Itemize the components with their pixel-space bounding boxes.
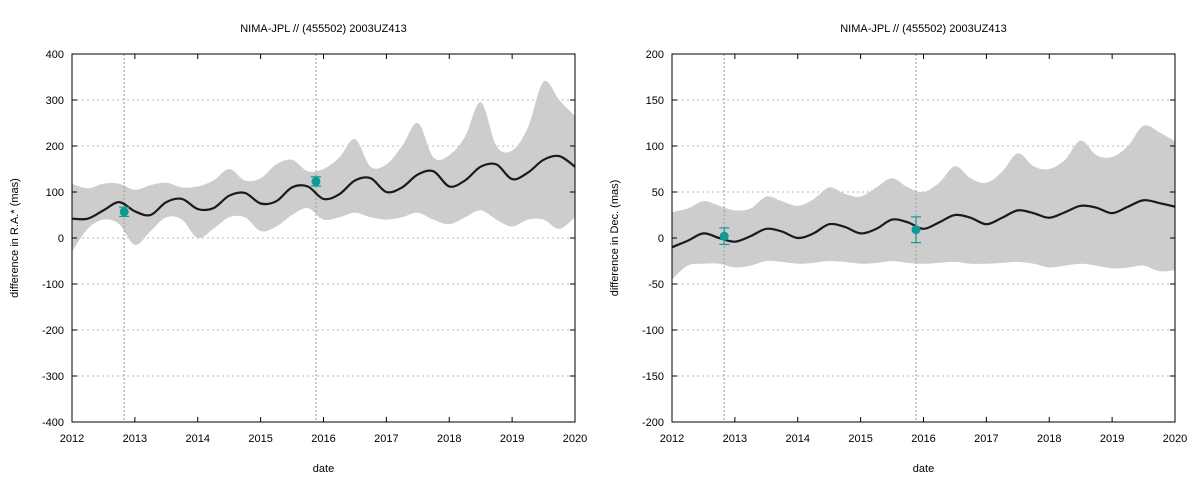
x-tick-label-6: 2018 [1037, 433, 1061, 445]
uncertainty-band [672, 125, 1175, 280]
x-tick-label-5: 2017 [974, 433, 998, 445]
y-tick-label-0: -200 [642, 417, 664, 429]
x-tick-label-4: 2016 [311, 433, 335, 445]
y-tick-label-4: 0 [58, 233, 64, 245]
chart-title: NIMA-JPL // (455502) 2003UZ413 [840, 23, 1007, 35]
x-tick-label-1: 2013 [123, 433, 147, 445]
chart-title: NIMA-JPL // (455502) 2003UZ413 [240, 23, 407, 35]
observation-point-0 [119, 206, 130, 217]
x-tick-label-3: 2015 [848, 433, 872, 445]
y-tick-label-0: -400 [42, 417, 64, 429]
y-tick-label-8: 200 [646, 49, 664, 61]
y-tick-label-4: 0 [658, 233, 664, 245]
y-tick-label-5: 50 [652, 187, 664, 199]
data-point-0 [719, 231, 729, 241]
x-tick-label-8: 2020 [563, 433, 587, 445]
x-tick-label-7: 2019 [500, 433, 524, 445]
x-tick-label-2: 2014 [186, 433, 210, 445]
orbit-curve [72, 154, 575, 221]
y-tick-label-2: -100 [642, 325, 664, 337]
data-point-1 [911, 225, 921, 235]
x-tick-label-3: 2015 [248, 433, 272, 445]
dec-chart: -200 -150 -100 -50 0 50 100 150 200 2012 2013 2014 2… [609, 23, 1187, 475]
y-tick-label-1: -300 [42, 371, 64, 383]
y-tick-label-5: 100 [46, 187, 64, 199]
y-tick-label-7: 300 [46, 95, 64, 107]
observation-point-1 [310, 176, 321, 187]
x-axis-label: date [913, 463, 934, 475]
x-axis-label: date [313, 463, 334, 475]
x-tick-label-0: 2012 [660, 433, 684, 445]
x-tick-label-6: 2018 [437, 433, 461, 445]
data-point-0 [119, 207, 129, 217]
y-tick-label-6: 100 [646, 141, 664, 153]
x-tick-label-1: 2013 [723, 433, 747, 445]
y-tick-label-2: -200 [42, 325, 64, 337]
x-tick-label-5: 2017 [374, 433, 398, 445]
y-tick-label-3: -100 [42, 279, 64, 291]
x-tick-label-7: 2019 [1100, 433, 1124, 445]
ra-chart: -400 -300 -200 -100 0 100 200 300 400 2012 2013 201… [9, 23, 587, 475]
data-point-1 [311, 176, 321, 186]
x-tick-label-4: 2016 [911, 433, 935, 445]
x-tick-label-0: 2012 [60, 433, 84, 445]
y-tick-label-8: 400 [46, 49, 64, 61]
y-tick-label-1: -150 [642, 371, 664, 383]
y-tick-label-3: -50 [648, 279, 664, 291]
x-tick-label-8: 2020 [1163, 433, 1187, 445]
y-tick-label-7: 150 [646, 95, 664, 107]
y-tick-label-6: 200 [46, 141, 64, 153]
x-tick-label-2: 2014 [786, 433, 810, 445]
observation-point-1 [910, 216, 921, 244]
y-axis-label: difference in Dec. (mas) [609, 180, 621, 297]
observation-point-0 [719, 227, 730, 246]
orbit-curve [672, 199, 1175, 249]
y-axis-label: difference in R.A.* (mas) [9, 178, 21, 298]
